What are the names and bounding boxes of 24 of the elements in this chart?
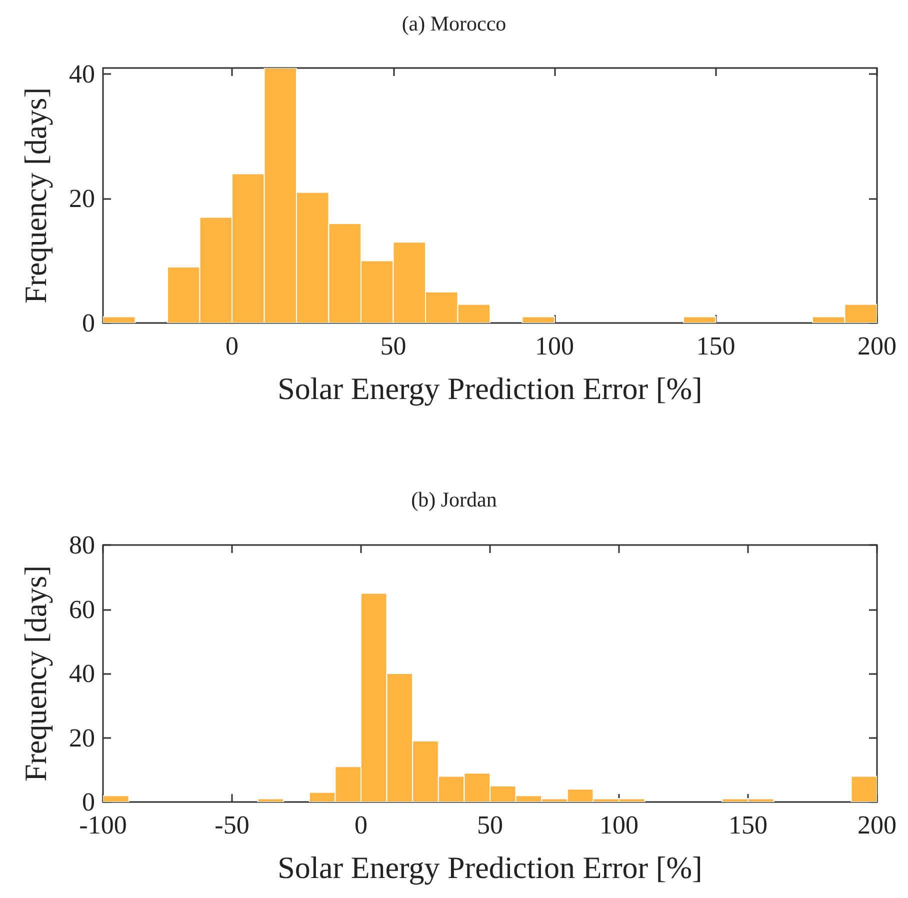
y-tick-label: 20 xyxy=(69,723,95,752)
x-tick-label: 50 xyxy=(380,332,406,360)
x-axis-title: Solar Energy Prediction Error [%] xyxy=(278,371,702,406)
y-tick-label: 60 xyxy=(69,594,95,624)
x-tick-label: 150 xyxy=(696,332,736,360)
y-axis-title: Frequency [days] xyxy=(18,87,53,304)
x-tick-label: 0 xyxy=(226,332,238,360)
y-tick-label: 80 xyxy=(69,530,95,560)
x-tick-label: -50 xyxy=(214,810,250,840)
x-tick-label: 200 xyxy=(858,332,896,360)
y-axis-title: Frequency [days] xyxy=(18,565,53,782)
x-tick-label: 200 xyxy=(858,810,896,840)
chart-title: (a) Morocco xyxy=(402,12,506,36)
y-tick-label: 40 xyxy=(69,60,95,89)
x-tick-label: 150 xyxy=(728,810,768,840)
y-tick-label: 40 xyxy=(69,659,95,688)
x-tick-label: 100 xyxy=(535,332,574,360)
x-tick-label: 0 xyxy=(354,810,368,840)
x-tick-label: 100 xyxy=(600,810,638,840)
x-axis-title: Solar Energy Prediction Error [%] xyxy=(278,850,702,885)
chart-title: (b) Jordan xyxy=(411,488,498,512)
y-tick-label: 0 xyxy=(82,308,95,338)
x-tick-label: 50 xyxy=(477,810,503,840)
y-tick-label: 20 xyxy=(69,184,95,214)
